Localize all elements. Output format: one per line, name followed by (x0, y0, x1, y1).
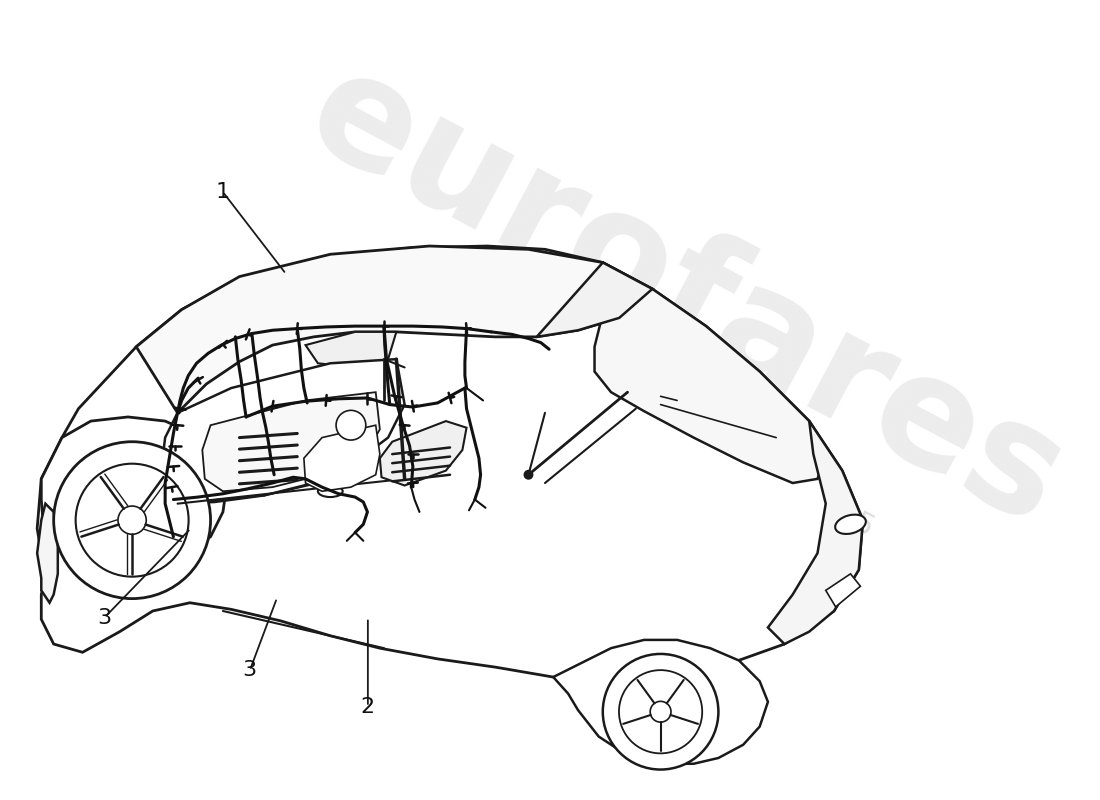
Polygon shape (304, 426, 380, 491)
Text: 3: 3 (98, 608, 111, 628)
Polygon shape (379, 421, 466, 486)
Ellipse shape (318, 486, 343, 497)
Text: 1: 1 (216, 182, 230, 202)
Polygon shape (37, 504, 58, 602)
Text: 3: 3 (243, 661, 256, 681)
Circle shape (337, 410, 366, 440)
Text: 2: 2 (361, 697, 375, 717)
Circle shape (619, 670, 702, 754)
Polygon shape (37, 246, 862, 684)
Polygon shape (594, 289, 826, 483)
Circle shape (54, 442, 210, 598)
Polygon shape (537, 262, 652, 337)
Ellipse shape (835, 514, 866, 534)
Polygon shape (768, 421, 862, 644)
Text: a passion for parts since 1985: a passion for parts since 1985 (459, 300, 879, 542)
Circle shape (603, 654, 718, 770)
Polygon shape (136, 246, 652, 413)
Text: eurofares: eurofares (283, 36, 1088, 558)
Polygon shape (42, 417, 227, 568)
Circle shape (76, 464, 188, 577)
Polygon shape (202, 392, 380, 491)
Polygon shape (553, 640, 768, 764)
Circle shape (650, 702, 671, 722)
Polygon shape (161, 359, 405, 504)
Circle shape (524, 470, 534, 480)
Polygon shape (826, 574, 860, 607)
Polygon shape (306, 332, 396, 367)
Circle shape (118, 506, 146, 534)
